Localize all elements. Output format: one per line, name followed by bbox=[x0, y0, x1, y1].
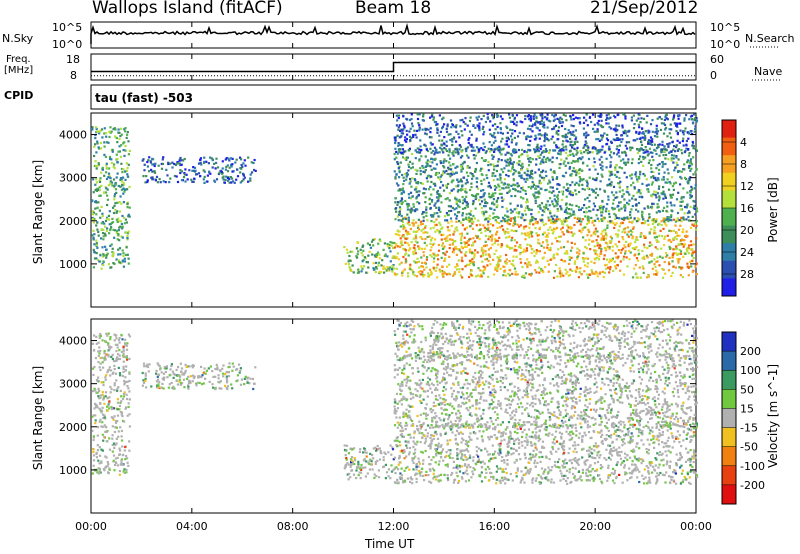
y-tick-label: 1000 bbox=[59, 464, 87, 477]
freq-tick-bottom: 8 bbox=[70, 69, 77, 82]
date-title: 21/Sep/2012 bbox=[590, 0, 699, 18]
colorbar-swatch bbox=[722, 465, 736, 486]
colorbar-tick-label: 24 bbox=[740, 246, 754, 259]
echo-region-3 bbox=[393, 216, 698, 279]
beam-title: Beam 18 bbox=[355, 0, 432, 18]
colorbar-tick-label: 16 bbox=[740, 202, 754, 215]
n-sky-label: N.Sky bbox=[2, 32, 34, 45]
n-search-tick-top: 10^5 bbox=[710, 21, 741, 34]
n-search-tick-bottom: 10^0 bbox=[710, 38, 741, 51]
echo-region-1 bbox=[141, 156, 257, 184]
colorbar-tick-label: 4 bbox=[740, 136, 747, 149]
x-tick-label: 08:00 bbox=[277, 520, 309, 533]
y-tick-label: 3000 bbox=[59, 378, 87, 391]
echo-region-3 bbox=[393, 422, 699, 485]
echo-region-2 bbox=[343, 238, 396, 275]
colorbar-swatch bbox=[722, 260, 736, 279]
echo-region-5 bbox=[393, 319, 699, 360]
velocity-heatmap bbox=[91, 319, 699, 485]
x-tick-label: 20:00 bbox=[579, 520, 611, 533]
n-sky-tick-top: 10^5 bbox=[52, 21, 83, 34]
colorbar-swatch bbox=[722, 190, 736, 209]
power-heatmap bbox=[91, 113, 699, 279]
colorbar-tick-label: 100 bbox=[740, 364, 761, 377]
colorbar-tick-label: 50 bbox=[740, 383, 754, 396]
colorbar-swatch bbox=[722, 408, 736, 429]
colorbar-swatch bbox=[722, 225, 736, 244]
y-tick-label: 2000 bbox=[59, 421, 87, 434]
colorbar-swatch bbox=[722, 370, 736, 390]
colorbars: 4 8 12 16 20 24 28 200 100 50 15 -15 -50 -100 -200 bbox=[721, 119, 765, 505]
colorbar-swatch bbox=[722, 120, 736, 139]
colorbar-tick-label: -50 bbox=[740, 441, 758, 454]
colorbar-tick-label: -15 bbox=[740, 422, 758, 435]
colorbar-swatch bbox=[722, 484, 736, 505]
axes: 1000 2000 3000 4000 1000 2000 3000 4000 00:00 04:… bbox=[59, 22, 712, 533]
echo-region-0 bbox=[91, 332, 131, 476]
n-search-label: N.Search bbox=[745, 32, 795, 45]
colorbar-tick-label: 28 bbox=[740, 268, 754, 281]
x-tick-label: 00:00 bbox=[75, 520, 107, 533]
colorbar-swatch bbox=[722, 208, 736, 227]
power-ylabel: Slant Range [km] bbox=[31, 159, 45, 265]
echo-region-1 bbox=[141, 362, 257, 391]
colorbar-swatch bbox=[722, 172, 736, 191]
x-tick-label: 12:00 bbox=[378, 520, 410, 533]
y-tick-label: 3000 bbox=[59, 172, 87, 185]
colorbar-swatch bbox=[722, 278, 736, 297]
colorbar-tick-label: 20 bbox=[740, 224, 754, 237]
nave-tick-bottom: 0 bbox=[710, 69, 717, 82]
colorbar-tick-label: 15 bbox=[740, 402, 754, 415]
frequency-line bbox=[91, 61, 696, 73]
power-colorbar-label: Power [dB] bbox=[766, 177, 780, 243]
velocity-colorbar-label: Velocity [m s^-1] bbox=[766, 363, 780, 469]
colorbar-swatch bbox=[722, 332, 736, 352]
y-tick-label: 4000 bbox=[59, 129, 87, 142]
power-panel-frame bbox=[90, 112, 697, 308]
freq-label: Freq. bbox=[6, 54, 31, 65]
x-tick-label: 00:00 bbox=[680, 520, 712, 533]
velocity-ylabel: Slant Range [km] bbox=[31, 365, 45, 471]
x-tick-label: 16:00 bbox=[478, 520, 510, 533]
y-tick-label: 1000 bbox=[59, 258, 87, 271]
cpid-program: tau (fast) -503 bbox=[95, 91, 193, 105]
colorbar-swatch bbox=[722, 427, 736, 448]
n-sky-trace bbox=[90, 22, 696, 44]
colorbar-tick-label: 200 bbox=[740, 345, 761, 358]
y-tick-label: 4000 bbox=[59, 335, 87, 348]
y-tick-label: 2000 bbox=[59, 215, 87, 228]
echo-region-4 bbox=[393, 353, 699, 429]
echo-region-4 bbox=[393, 147, 699, 223]
nave-tick-top: 60 bbox=[710, 53, 724, 66]
station-title: Wallops Island (fitACF) bbox=[92, 0, 283, 18]
mhz-label: [MHz] bbox=[4, 65, 34, 76]
echo-region-0 bbox=[91, 126, 131, 270]
colorbar-swatch bbox=[722, 351, 736, 371]
freq-tick-top: 18 bbox=[66, 53, 80, 66]
colorbar-swatch bbox=[722, 137, 736, 156]
x-axis-label: Time UT bbox=[365, 537, 415, 551]
colorbar-tick-label: -200 bbox=[740, 479, 765, 492]
freq-series bbox=[91, 61, 696, 77]
cpid-label: CPID bbox=[4, 89, 34, 102]
echo-region-5 bbox=[393, 113, 699, 154]
n-sky-tick-bottom: 10^0 bbox=[52, 38, 83, 51]
colorbar-tick-label: -100 bbox=[740, 460, 765, 473]
colorbar-tick-label: 12 bbox=[740, 180, 754, 193]
colorbar-swatch bbox=[722, 389, 736, 409]
noise-series bbox=[90, 22, 696, 44]
x-tick-label: 04:00 bbox=[176, 520, 208, 533]
echo-region-2 bbox=[343, 444, 396, 481]
colorbar-swatch bbox=[722, 446, 736, 467]
nave-label: Nave bbox=[754, 65, 783, 78]
cpid-panel-frame bbox=[90, 84, 697, 110]
colorbar-tick-label: 8 bbox=[740, 158, 747, 171]
